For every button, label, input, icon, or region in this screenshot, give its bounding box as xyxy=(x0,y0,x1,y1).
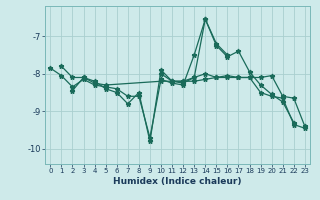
X-axis label: Humidex (Indice chaleur): Humidex (Indice chaleur) xyxy=(113,177,242,186)
